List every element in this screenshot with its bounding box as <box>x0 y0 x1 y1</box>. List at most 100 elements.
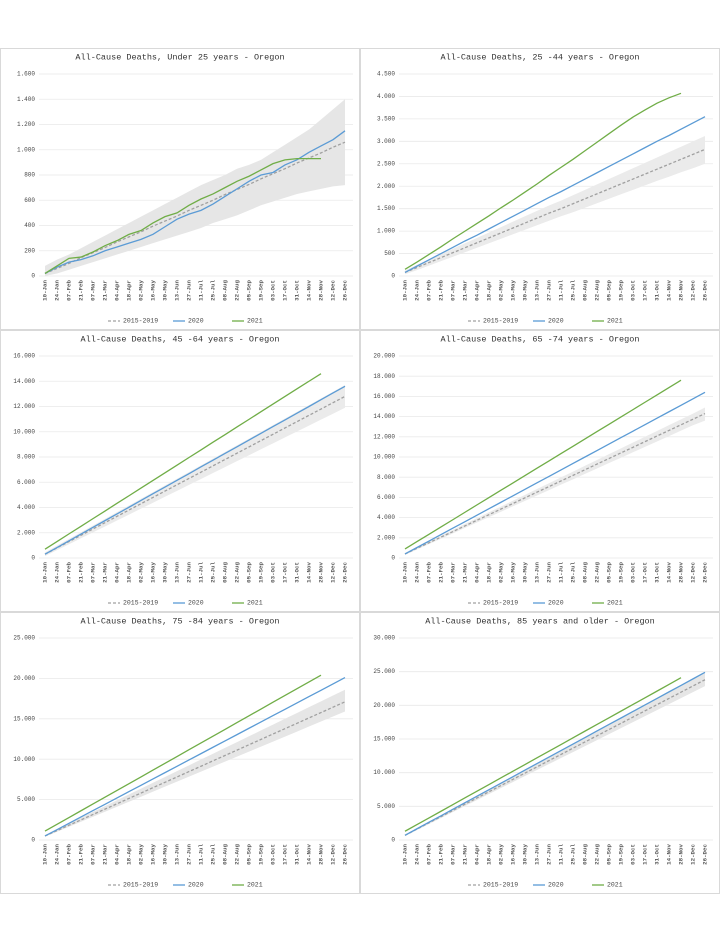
x-tick-label: 10-Jan <box>402 843 409 864</box>
y-tick-label: 2.000 <box>17 529 35 536</box>
y-tick-label: 1.600 <box>17 71 35 78</box>
series-line <box>44 157 321 275</box>
x-tick-label: 10-Jan <box>42 279 49 300</box>
x-tick-label: 11-Jul <box>198 561 205 582</box>
series-line <box>404 148 706 274</box>
x-tick-label: 13-Jun <box>174 561 181 582</box>
x-tick-label: 14-Nov <box>306 561 313 582</box>
x-tick-label: 25-Jul <box>570 279 577 300</box>
y-tick-label: 10.000 <box>13 756 35 763</box>
x-tick-label: 22-Aug <box>234 561 241 582</box>
x-tick-label: 17-Oct <box>282 844 289 865</box>
x-tick-label: 16-May <box>150 279 157 300</box>
y-tick-label: 2.000 <box>377 534 395 541</box>
legend-label: 2021 <box>247 318 263 325</box>
x-tick-label: 13-Jun <box>534 279 541 300</box>
chart-panel: All-Cause Deaths, 75 -84 years - Oregon 0… <box>0 612 360 894</box>
x-tick-label: 18-Apr <box>486 843 493 864</box>
legend-label: 2020 <box>548 318 564 325</box>
legend-label: 2015-2019 <box>483 318 518 325</box>
series-line <box>404 671 706 836</box>
legend-label: 2020 <box>548 600 564 607</box>
y-tick-label: 0 <box>31 273 35 280</box>
y-tick-label: 0 <box>391 273 395 280</box>
x-tick-label: 11-Jul <box>198 279 205 300</box>
y-tick-label: 25.000 <box>13 635 35 642</box>
x-tick-label: 21-Feb <box>78 843 85 864</box>
x-tick-label: 12-Dec <box>690 843 697 864</box>
series-line <box>404 679 706 836</box>
legend-label: 2021 <box>247 882 263 889</box>
x-tick-label: 19-Sep <box>618 279 625 300</box>
x-tick-label: 04-Apr <box>114 279 121 300</box>
x-tick-label: 27-Jun <box>546 561 553 582</box>
x-tick-label: 11-Jul <box>198 843 205 864</box>
x-tick-label: 31-Oct <box>654 562 661 583</box>
x-tick-label: 17-Oct <box>642 562 649 583</box>
x-tick-label: 21-Feb <box>438 279 445 300</box>
y-tick-label: 0 <box>31 555 35 562</box>
x-tick-label: 27-Jun <box>186 843 193 864</box>
y-tick-label: 0 <box>391 837 395 844</box>
x-tick-label: 14-Nov <box>666 279 673 300</box>
y-tick-label: 2.000 <box>377 183 395 190</box>
x-tick-label: 18-Apr <box>126 279 133 300</box>
x-tick-label: 26-Dec <box>342 843 349 864</box>
x-tick-label: 04-Apr <box>114 561 121 582</box>
panel-border <box>0 330 360 612</box>
series-line <box>44 385 346 555</box>
chart-panel: All-Cause Deaths, 85 years and older - O… <box>360 612 720 894</box>
x-tick-label: 13-Jun <box>534 561 541 582</box>
y-tick-label: 30.000 <box>373 635 395 642</box>
x-tick-label: 19-Sep <box>258 279 265 300</box>
legend-label: 2015-2019 <box>483 882 518 889</box>
chart-title: All-Cause Deaths, 85 years and older - O… <box>425 616 655 626</box>
x-tick-label: 02-May <box>498 843 505 864</box>
legend-label: 2015-2019 <box>123 318 158 325</box>
x-tick-label: 12-Dec <box>330 279 337 300</box>
x-tick-label: 04-Apr <box>474 843 481 864</box>
x-tick-label: 31-Oct <box>294 844 301 865</box>
x-tick-label: 25-Jul <box>210 561 217 582</box>
x-tick-label: 21-Mar <box>462 843 469 864</box>
x-tick-label: 21-Feb <box>78 279 85 300</box>
x-tick-label: 24-Jan <box>414 843 421 864</box>
x-tick-label: 12-Dec <box>330 561 337 582</box>
y-tick-label: 25.000 <box>373 668 395 675</box>
x-tick-label: 27-Jun <box>186 561 193 582</box>
x-tick-label: 26-Dec <box>342 561 349 582</box>
x-tick-label: 03-Oct <box>270 562 277 583</box>
series-line <box>44 373 322 550</box>
x-tick-label: 30-May <box>162 843 169 864</box>
y-tick-label: 2.500 <box>377 160 395 167</box>
x-tick-label: 10-Jan <box>42 843 49 864</box>
range-band <box>45 689 345 837</box>
x-tick-label: 07-Feb <box>66 843 73 864</box>
x-tick-label: 11-Jul <box>558 279 565 300</box>
x-tick-label: 26-Dec <box>702 843 709 864</box>
x-tick-label: 08-Aug <box>222 843 229 864</box>
legend-label: 2020 <box>188 318 204 325</box>
x-tick-label: 05-Sep <box>246 561 253 582</box>
range-band <box>405 135 705 275</box>
series-line <box>44 130 346 275</box>
panel-border <box>0 612 360 894</box>
x-tick-label: 16-May <box>510 843 517 864</box>
series-line <box>404 412 706 555</box>
x-tick-label: 03-Oct <box>270 844 277 865</box>
x-tick-label: 11-Jul <box>558 561 565 582</box>
x-tick-label: 07-Feb <box>426 279 433 300</box>
chart-panel: All-Cause Deaths, Under 25 years - Orego… <box>0 48 360 330</box>
x-tick-label: 02-May <box>138 561 145 582</box>
x-tick-label: 10-Jan <box>402 279 409 300</box>
x-tick-label: 25-Jul <box>210 843 217 864</box>
series-line <box>44 674 322 832</box>
x-tick-label: 26-Dec <box>342 279 349 300</box>
x-tick-label: 22-Aug <box>234 843 241 864</box>
x-tick-label: 14-Nov <box>666 843 673 864</box>
x-tick-label: 13-Jun <box>534 843 541 864</box>
y-tick-label: 10.000 <box>13 428 35 435</box>
x-tick-label: 24-Jan <box>54 843 61 864</box>
x-tick-label: 22-Aug <box>594 843 601 864</box>
